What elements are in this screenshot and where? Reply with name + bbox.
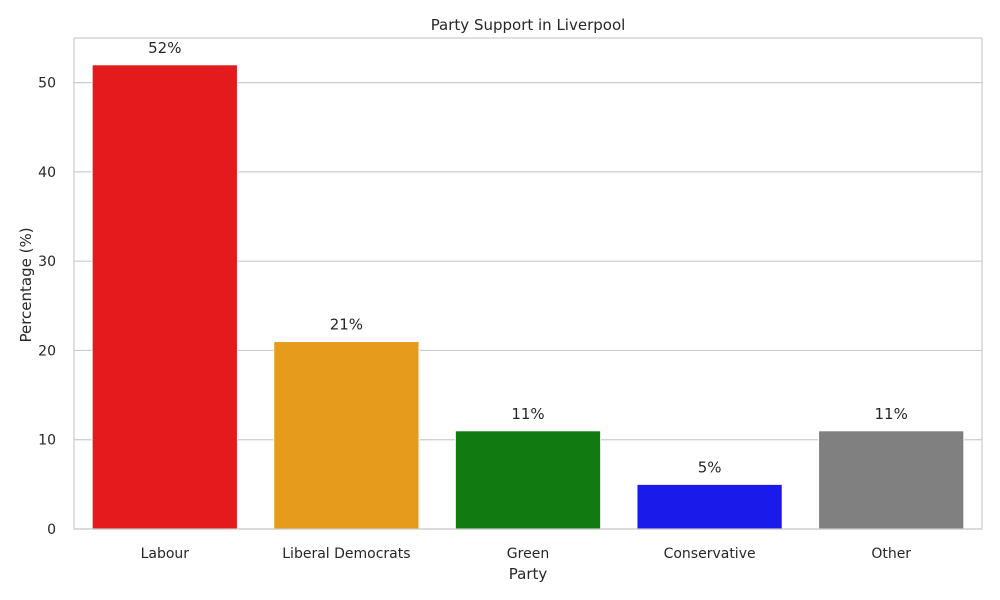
bar-labour	[91, 64, 238, 530]
y-tick-label: 40	[38, 165, 56, 181]
chart-title: Party Support in Liverpool	[431, 16, 626, 34]
bar-liberal-democrats	[273, 341, 420, 530]
x-tick-label: Labour	[141, 546, 190, 562]
x-tick-label: Green	[507, 546, 549, 562]
y-tick-label: 0	[47, 522, 56, 538]
x-tick-label: Liberal Democrats	[282, 546, 410, 562]
y-tick-label: 10	[38, 433, 56, 449]
data-label: 11%	[875, 405, 908, 423]
x-tick-label: Other	[871, 546, 911, 562]
y-tick-label: 30	[38, 254, 56, 270]
plot-frame	[73, 37, 983, 530]
y-tick-label: 20	[38, 343, 56, 359]
data-labels: 52% 21% 11% 5% 11%	[148, 39, 908, 477]
bars	[91, 64, 965, 530]
y-tick-label: 50	[38, 76, 56, 92]
y-tick-labels: 0 10 20 30 40 50	[38, 76, 56, 538]
data-label: 52%	[148, 39, 181, 57]
x-tick-labels: Labour Liberal Democrats Green Conservative…	[141, 546, 912, 562]
data-label: 11%	[511, 405, 544, 423]
bar-conservative	[636, 483, 783, 530]
x-tick-label: Conservative	[664, 546, 756, 562]
x-axis-title: Party	[509, 565, 548, 583]
data-label: 21%	[330, 316, 363, 334]
y-axis-title: Percentage (%)	[17, 227, 35, 342]
data-label: 5%	[698, 458, 722, 476]
bar-green	[454, 430, 602, 530]
bar-other	[818, 430, 965, 530]
